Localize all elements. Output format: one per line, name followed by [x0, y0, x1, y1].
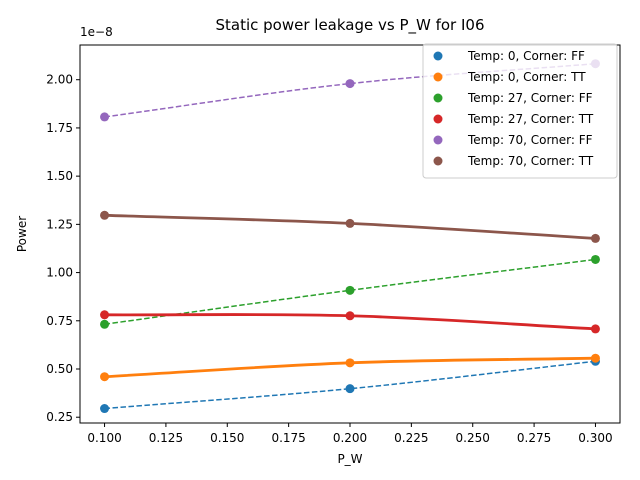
x-tick-label: 0.100	[87, 431, 121, 445]
legend-marker	[433, 93, 443, 103]
y-tick-label: 0.25	[46, 410, 73, 424]
legend-marker	[433, 114, 443, 124]
legend-marker	[433, 135, 443, 145]
legend-marker	[433, 51, 443, 61]
y-tick-label: 2.00	[46, 73, 73, 87]
legend-entry: Temp: 70, Corner: FF	[467, 133, 593, 147]
y-tick-label: 0.50	[46, 362, 73, 376]
x-axis-label: P_W	[337, 452, 362, 466]
legend-marker	[433, 156, 443, 166]
data-point	[100, 372, 110, 382]
legend: Temp: 0, Corner: FF Temp: 0, Corner: TT Te…	[422, 43, 618, 179]
x-tick-label: 0.200	[333, 431, 367, 445]
legend-entry: Temp: 0, Corner: TT	[467, 70, 586, 84]
x-tick-label: 0.225	[394, 431, 428, 445]
y-offset-label: 1e−8	[80, 25, 113, 39]
x-tick-label: 0.250	[456, 431, 490, 445]
y-tick-label: 1.50	[46, 169, 73, 183]
data-point	[345, 358, 355, 368]
x-axis: 0.100 0.125 0.150 0.175 0.200 0.225 0.250 0.275…	[87, 423, 613, 445]
data-point	[590, 353, 600, 363]
data-point	[100, 210, 110, 220]
fit-curve-1	[104, 360, 596, 410]
data-point	[345, 384, 355, 394]
y-axis-label: Power	[15, 216, 29, 252]
data-point	[100, 404, 110, 414]
x-tick-label: 0.150	[210, 431, 244, 445]
legend-entry: Temp: 70, Corner: TT	[467, 154, 594, 168]
data-point	[345, 285, 355, 295]
legend-entry: Temp: 0, Corner: FF	[467, 49, 585, 63]
data-point	[345, 311, 355, 321]
data-point	[100, 319, 110, 329]
y-tick-label: 1.25	[46, 217, 73, 231]
y-tick-label: 0.75	[46, 314, 73, 328]
y-axis: 0.25 0.50 0.75 1.00 1.25 1.50 1.75 2.00	[46, 73, 80, 424]
data-point	[590, 254, 600, 264]
data-point	[100, 112, 110, 122]
data-point	[100, 310, 110, 320]
x-tick-label: 0.275	[517, 431, 551, 445]
legend-marker	[433, 72, 443, 82]
x-tick-label: 0.300	[578, 431, 612, 445]
x-tick-label: 0.175	[271, 431, 305, 445]
y-tick-label: 1.75	[46, 121, 73, 135]
x-tick-label: 0.125	[149, 431, 183, 445]
data-point	[590, 233, 600, 243]
data-point	[345, 218, 355, 228]
legend-box	[422, 43, 618, 179]
data-point	[590, 324, 600, 334]
chart-title: Static power leakage vs P_W for I06	[215, 16, 484, 35]
data-point	[345, 79, 355, 89]
y-tick-label: 1.00	[46, 266, 73, 280]
legend-entry: Temp: 27, Corner: FF	[467, 91, 593, 105]
legend-entry: Temp: 27, Corner: TT	[467, 112, 594, 126]
